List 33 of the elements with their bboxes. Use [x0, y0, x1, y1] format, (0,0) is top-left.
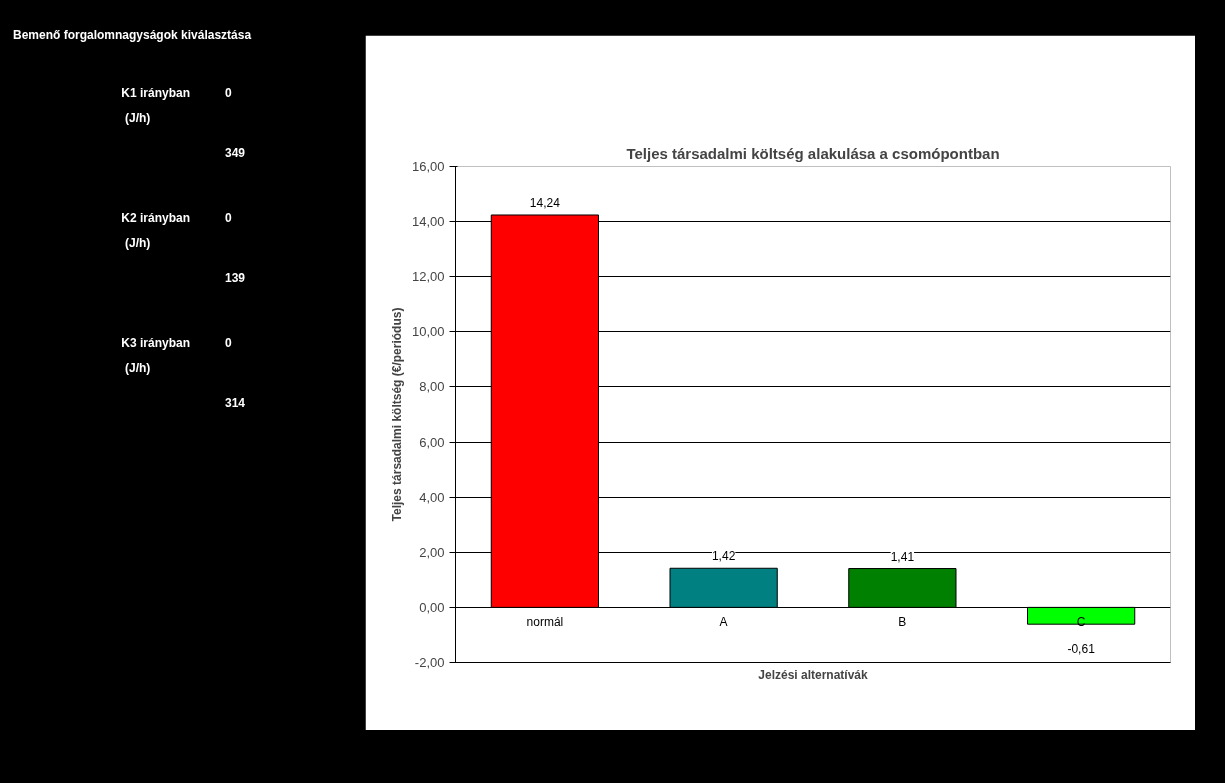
- x-tick-label: A: [719, 615, 728, 630]
- text: 349: [225, 145, 246, 162]
- text: Bemenő forgalomnagyságok kiválasztása: [13, 27, 252, 44]
- y-tick-label: 14,00: [411, 214, 445, 230]
- text: 0: [225, 85, 232, 102]
- data-label: 1,42: [711, 549, 736, 564]
- text: (J/h): [125, 235, 151, 252]
- x-axis-title: Jelzési alternatívák: [758, 667, 869, 682]
- y-tick-label: 12,00: [411, 269, 445, 285]
- text: 314: [225, 395, 246, 412]
- y-tick-label: -2,00: [414, 655, 445, 670]
- y-tick-label: 10,00: [411, 324, 445, 340]
- text: 139: [225, 270, 246, 287]
- data-label: -0,61: [1067, 642, 1096, 657]
- x-tick-label: normál: [526, 615, 564, 630]
- x-tick-label: B: [898, 615, 907, 630]
- text: K1 irányban: [121, 85, 190, 102]
- y-axis-title: Teljes társadalmi költség (€/periódus): [389, 307, 404, 522]
- text: 0: [225, 210, 232, 227]
- data-label: 14,24: [529, 196, 561, 210]
- text: 0: [225, 335, 232, 352]
- y-tick-label: 0,00: [419, 599, 445, 615]
- data-label: 1,41: [890, 549, 915, 564]
- y-tick-label: 4,00: [419, 489, 445, 505]
- text: K2 irányban: [121, 210, 190, 227]
- y-tick-label: 2,00: [419, 544, 445, 560]
- text: K3 irányban: [121, 335, 190, 352]
- y-tick-label: 16,00: [411, 159, 445, 174]
- y-tick-label: 8,00: [419, 379, 445, 395]
- y-tick-label: 6,00: [419, 434, 445, 450]
- text: (J/h): [125, 110, 151, 127]
- text: (J/h): [125, 360, 151, 377]
- chart-title: Teljes társadalmi költség alakulása a csomópontban: [626, 144, 1000, 162]
